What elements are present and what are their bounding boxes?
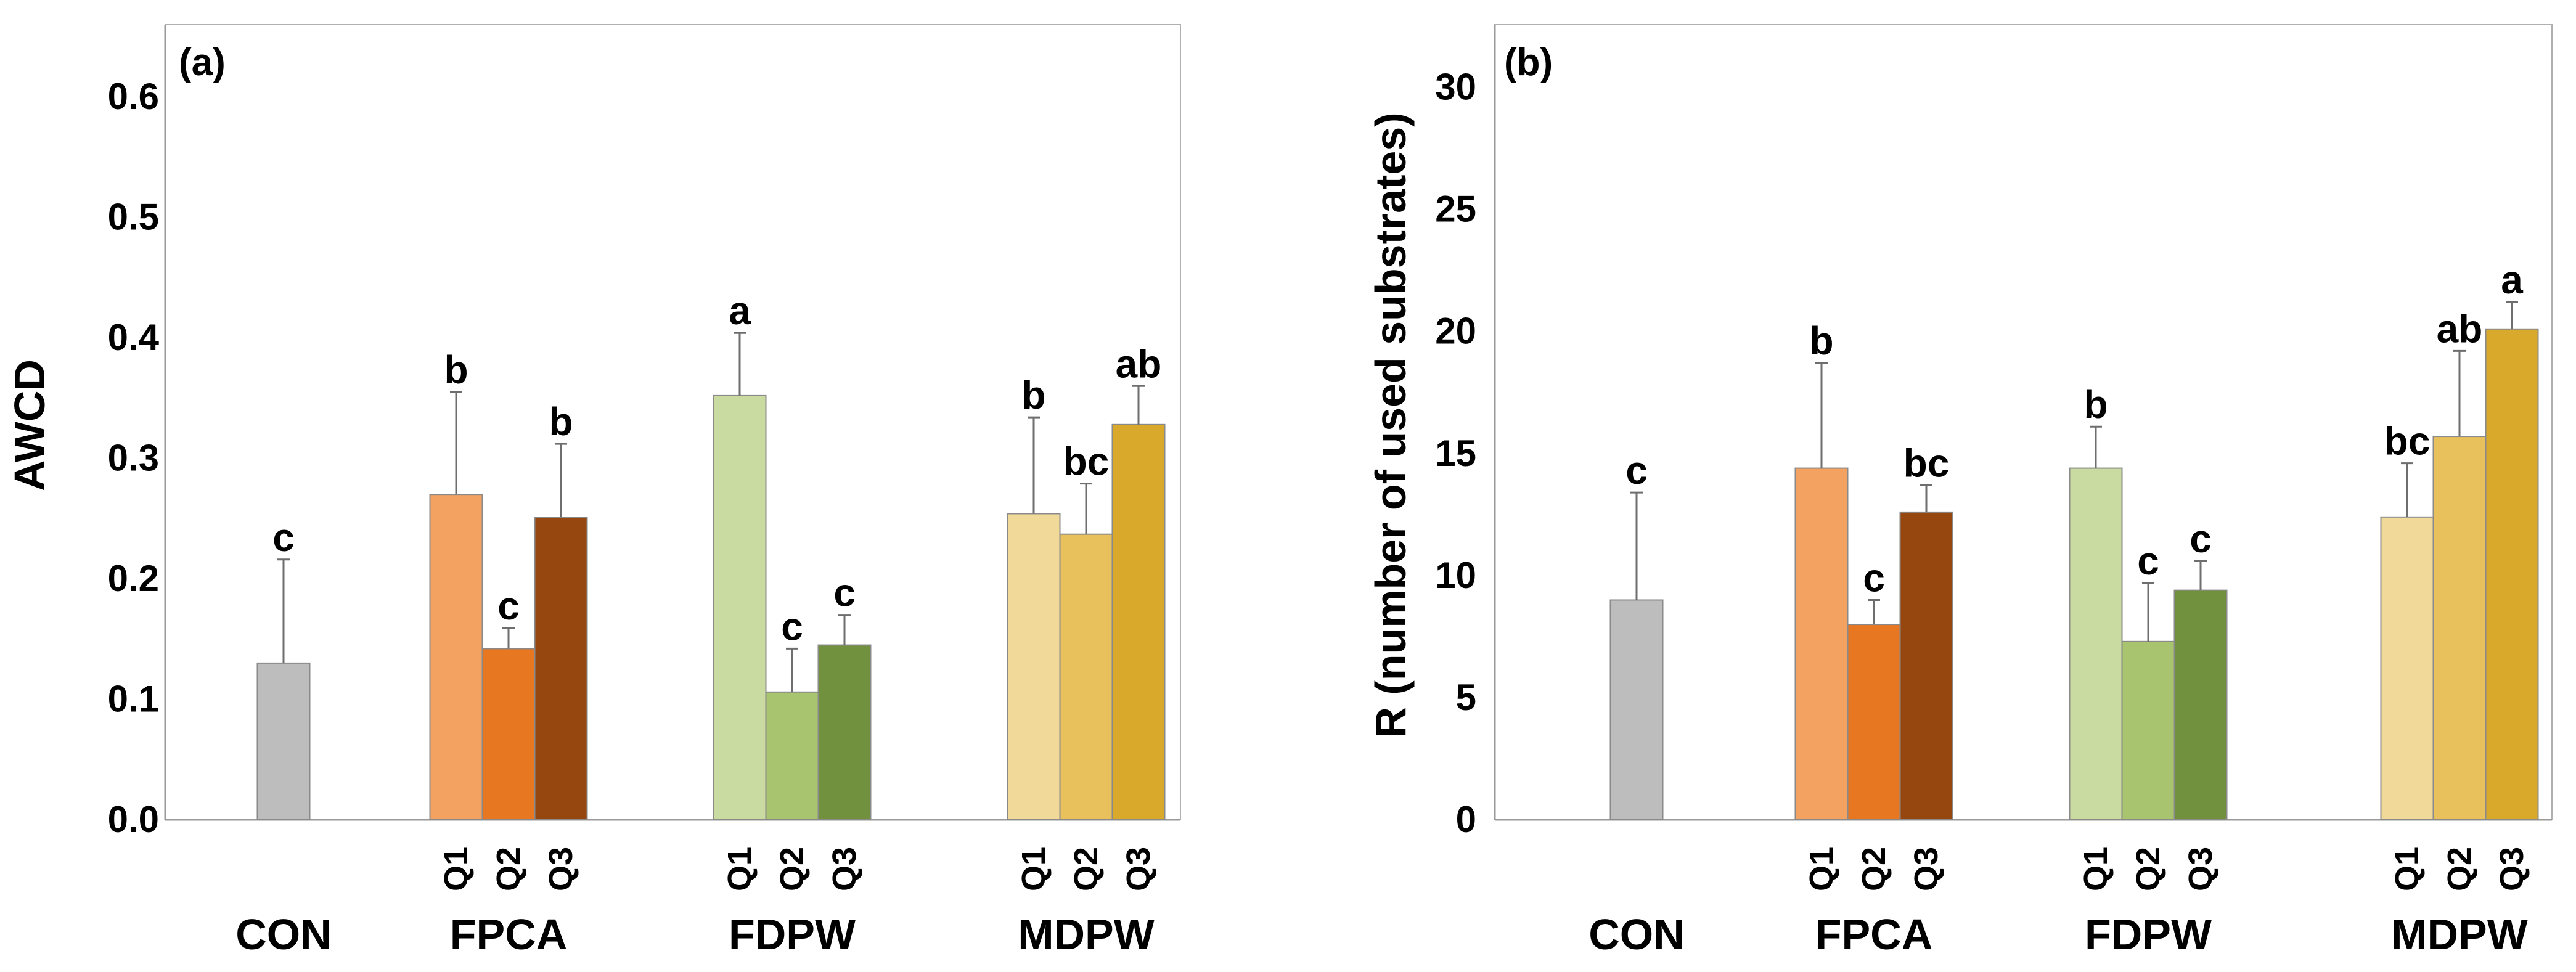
bar-fdpw-q2 (765, 691, 819, 821)
significance-letter: c (1863, 555, 1885, 600)
y-tick-label: 0.6 (108, 76, 159, 117)
significance-letter: b (1809, 319, 1833, 363)
significance-letter: bc (1063, 439, 1110, 484)
y-tick-label: 0.2 (108, 558, 159, 599)
bar-mdpw-q1 (1007, 513, 1061, 820)
x-tick-label: Q1 (2077, 847, 2114, 891)
bar-fpca-q1 (1794, 467, 1849, 820)
bar-fdpw-q2 (2121, 640, 2175, 820)
bar-fdpw-q3 (817, 644, 872, 820)
significance-letter: c (1625, 448, 1648, 492)
group-label: FDPW (2085, 910, 2212, 958)
group-label: FDPW (729, 910, 856, 958)
x-tick-label: Q3 (2182, 847, 2219, 891)
y-tick-label: 0.3 (108, 438, 159, 479)
x-tick-label: Q2 (490, 847, 527, 891)
x-tick-label: Q2 (1855, 847, 1892, 891)
bar-mdpw-q3 (2485, 328, 2539, 820)
x-tick-label: Q1 (1015, 847, 1052, 891)
group-label: CON (1589, 910, 1685, 958)
significance-letter: bc (2384, 419, 2431, 464)
x-tick-label: Q3 (2493, 847, 2530, 891)
bar-fdpw-q3 (2173, 589, 2228, 821)
significance-letter: c (2137, 539, 2159, 583)
group-label: MDPW (2391, 910, 2528, 958)
y-tick-label: 25 (1435, 189, 1476, 230)
y-tick-label: 20 (1435, 311, 1476, 352)
y-tick-label: 0.1 (108, 679, 159, 720)
significance-letter: b (1021, 373, 1045, 417)
bar-fdpw-q1 (713, 394, 767, 820)
significance-letter: ab (2437, 306, 2483, 351)
bar-mdpw-q3 (1111, 423, 1166, 820)
significance-letter: b (444, 348, 468, 392)
group-label: CON (235, 910, 332, 958)
x-tick-label: Q3 (1120, 847, 1157, 891)
x-tick-label: Q2 (774, 847, 811, 891)
y-tick-label: 0.0 (108, 799, 159, 840)
x-tick-label: Q3 (826, 847, 863, 891)
y-tick-label: 5 (1456, 677, 1476, 718)
y-tick-label: 0 (1456, 799, 1476, 840)
significance-letter: c (272, 515, 295, 560)
bar-mdpw-q2 (2432, 436, 2487, 820)
y-axis-label: R (number of used substrates) (1367, 112, 1415, 738)
significance-letter: a (729, 288, 751, 333)
y-tick-label: 0.5 (108, 197, 159, 238)
bar-fpca-q2 (1847, 624, 1901, 821)
bar-mdpw-q1 (2380, 516, 2434, 820)
x-tick-label: Q2 (1068, 847, 1105, 891)
bar-fpca-q3 (534, 517, 588, 821)
x-tick-label: Q1 (1803, 847, 1840, 891)
x-tick-label: Q3 (1908, 847, 1945, 891)
group-label: FPCA (1815, 910, 1933, 958)
y-axis-label: AWCD (6, 359, 54, 491)
x-tick-label: Q1 (2389, 847, 2426, 891)
bar-con (1609, 599, 1664, 821)
significance-letter: b (549, 399, 573, 444)
significance-letter: c (833, 571, 856, 615)
y-tick-label: 10 (1435, 555, 1476, 596)
x-tick-label: Q2 (2441, 847, 2478, 891)
significance-letter: c (497, 584, 520, 628)
panel-label: (a) (179, 41, 226, 84)
significance-letter: ab (1116, 341, 1162, 386)
significance-letter: c (2190, 517, 2212, 561)
bar-mdpw-q2 (1059, 533, 1113, 821)
y-tick-label: 15 (1435, 433, 1476, 474)
chart-panel-a: 0.0 0.1 0.2 0.3 0.4 0.5 0.6 AWCD (a) CON c FPCA b Q1 c… (6, 24, 1181, 958)
bar-fpca-q3 (1899, 511, 1953, 821)
x-tick-label: Q1 (721, 847, 758, 891)
bar-fpca-q1 (429, 494, 483, 820)
group-label: FPCA (450, 910, 568, 958)
significance-letter: b (2083, 382, 2108, 427)
bar-con (256, 662, 311, 820)
bar-fpca-q2 (481, 648, 536, 821)
bar-fdpw-q1 (2069, 467, 2123, 820)
significance-letter: a (2501, 258, 2523, 302)
x-tick-label: Q1 (438, 847, 475, 891)
y-tick-label: 30 (1435, 67, 1476, 108)
significance-letter: c (781, 604, 803, 648)
group-label: MDPW (1018, 910, 1155, 958)
y-tick-label: 0.4 (108, 317, 160, 358)
chart-panel-b: 0 5 10 15 20 25 30 R (number of used substrates… (1367, 24, 2553, 958)
x-tick-label: Q3 (542, 847, 579, 891)
x-tick-label: Q2 (2130, 847, 2167, 891)
significance-letter: bc (1903, 441, 1950, 485)
panel-label: (b) (1504, 41, 1553, 84)
